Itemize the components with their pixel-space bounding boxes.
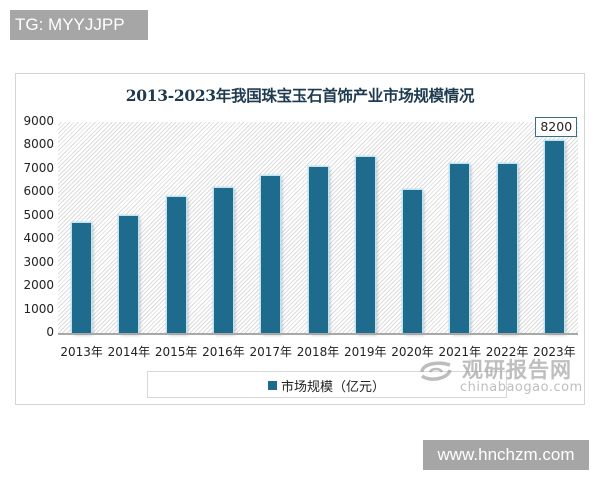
x-tick-label: 2013年 — [60, 345, 103, 359]
y-tick-label: 3000 — [23, 254, 54, 269]
y-tick-label: 9000 — [23, 114, 54, 128]
x-tick-label: 2017年 — [249, 345, 292, 359]
x-tick-label: 2015年 — [154, 345, 198, 359]
y-tick-label: 2000 — [23, 278, 54, 293]
bar — [497, 164, 517, 333]
website-tag: www.hnchzm.com — [423, 440, 589, 470]
x-tick-label: 2021年 — [438, 345, 482, 359]
x-tick-label: 2019年 — [343, 345, 387, 359]
y-tick-label: 7000 — [23, 160, 54, 175]
x-tick-label: 2016年 — [202, 345, 245, 359]
y-tick-label: 4000 — [23, 231, 54, 246]
bar — [261, 175, 281, 333]
y-tick-label: 5000 — [23, 207, 54, 222]
bar — [544, 140, 564, 333]
bar — [119, 215, 139, 333]
y-tick-label: 6000 — [23, 184, 54, 199]
y-tick-label: 1000 — [23, 301, 54, 316]
x-tick-label: 2020年 — [391, 345, 434, 359]
watermark-en: chinabaogao.com — [460, 380, 583, 395]
x-axis-line — [58, 333, 578, 335]
bar — [450, 164, 470, 333]
bar — [355, 157, 375, 333]
x-tick-label: 2023年 — [533, 345, 576, 359]
watermark-cn: 观研报告网 — [462, 358, 572, 382]
legend-swatch — [268, 381, 277, 390]
y-tick-label: 8000 — [23, 137, 54, 152]
y-tick-label: 0 — [46, 325, 54, 339]
bar — [213, 187, 233, 333]
bar — [403, 189, 423, 333]
telegram-tag: TG: MYYJJPP — [10, 10, 148, 40]
legend-label: 市场规模（亿元） — [281, 380, 386, 395]
bar — [166, 197, 186, 333]
data-label-box: 8200 — [535, 116, 578, 137]
bar — [72, 222, 92, 333]
x-tick-label: 2018年 — [296, 345, 340, 359]
x-tick-label: 2022年 — [485, 345, 529, 359]
x-tick-label: 2014年 — [107, 345, 151, 359]
swirl-logo-icon — [420, 361, 452, 381]
bar — [308, 166, 328, 333]
watermark: 观研报告网 chinabaogao.com — [410, 352, 590, 397]
chart-title: 2013-2023年我国珠宝玉石首饰产业市场规模情况 — [125, 86, 475, 105]
